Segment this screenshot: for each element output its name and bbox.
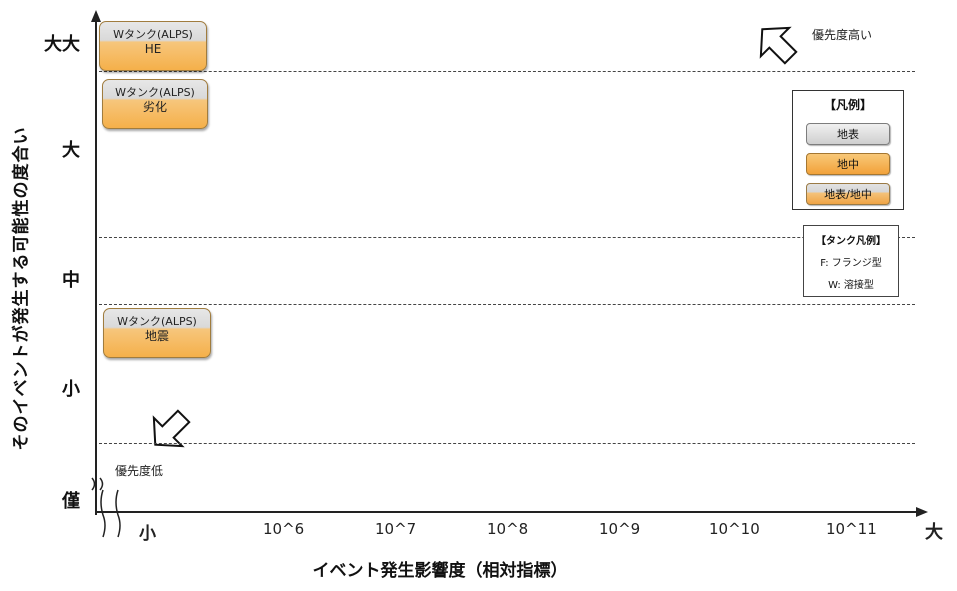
x-axis-title: イベント発生影響度（相対指標） (312, 561, 568, 581)
event-label-line2: HE (144, 42, 162, 56)
y-axis-arrow (91, 10, 101, 22)
event-label-line1: Wタンク(ALPS) (113, 28, 193, 41)
tank-legend: 【タンク凡例】 F: フランジ型 W: 溶接型 (803, 225, 899, 297)
threshold-line-2 (99, 237, 915, 238)
x-axis-break-mark (100, 489, 121, 538)
tank-legend-title: 【タンク凡例】 (816, 236, 886, 247)
event-label-line2: 地震 (144, 329, 169, 343)
tank-legend-flange: F: フランジ型 (820, 258, 882, 269)
legend-title: 【凡例】 (823, 98, 872, 112)
y-label-sho: 小 (62, 379, 80, 400)
priority-low-label: 優先度低 (115, 464, 164, 478)
threshold-line-3 (99, 304, 915, 305)
x-axis-arrow (916, 507, 928, 517)
priority-high-label: 優先度高い (812, 28, 873, 42)
event-box-degradation[interactable]: Wタンク(ALPS) 劣化 (102, 79, 208, 129)
y-label-dai: 大 (62, 140, 80, 161)
event-box-he[interactable]: Wタンク(ALPS) HE (99, 21, 207, 71)
x-label-1e11: 10^11 (826, 520, 877, 538)
arrow-up-right-icon (759, 26, 798, 65)
x-label-1e8: 10^8 (487, 520, 529, 538)
x-label-1e9: 10^9 (599, 520, 641, 538)
x-label-large: 大 (925, 522, 943, 543)
x-label-1e10: 10^10 (709, 520, 760, 538)
arrow-down-left-icon (152, 409, 191, 448)
y-label-kin: 僅 (62, 491, 80, 512)
threshold-line-1 (99, 71, 915, 72)
event-label-line1: Wタンク(ALPS) (117, 315, 197, 328)
threshold-line-4 (99, 443, 915, 444)
legend-item-underground: 地中 (806, 153, 890, 175)
legend-item-surface: 地表 (806, 123, 890, 145)
legend: 【凡例】 地表 地中 地表/地中 (792, 90, 904, 210)
x-label-1e7: 10^7 (375, 520, 417, 538)
event-label-line1: Wタンク(ALPS) (115, 86, 195, 99)
event-label-line2: 劣化 (142, 100, 167, 114)
x-label-1e6: 10^6 (263, 520, 305, 538)
y-axis-break-mark (91, 477, 104, 491)
y-label-daidai: 大大 (44, 34, 80, 55)
y-label-chu: 中 (62, 270, 80, 291)
event-box-earthquake[interactable]: Wタンク(ALPS) 地震 (103, 308, 211, 358)
x-label-small: 小 (139, 524, 156, 544)
legend-item-surface-underground: 地表/地中 (806, 183, 890, 205)
tank-legend-welded: W: 溶接型 (828, 280, 874, 291)
